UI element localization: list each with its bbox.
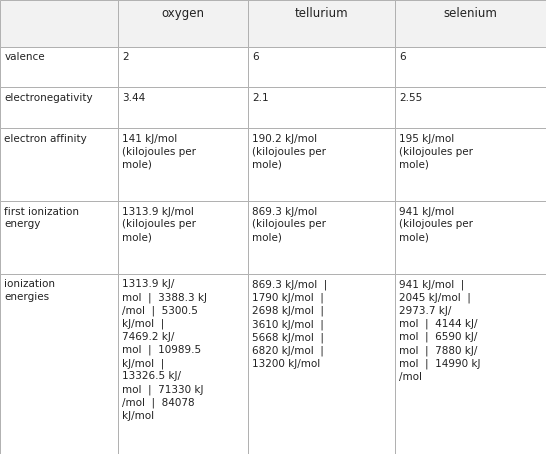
Text: tellurium: tellurium: [294, 7, 348, 20]
Bar: [118, 273, 248, 454]
Bar: [248, 46, 395, 87]
Text: 195 kJ/mol
(kilojoules per
mole): 195 kJ/mol (kilojoules per mole): [399, 134, 473, 169]
Text: 941 kJ/mol
(kilojoules per
mole): 941 kJ/mol (kilojoules per mole): [399, 207, 473, 242]
Bar: [118, 87, 248, 128]
Text: electronegativity: electronegativity: [4, 93, 93, 103]
Text: ionization
energies: ionization energies: [4, 279, 55, 302]
Text: 869.3 kJ/mol
(kilojoules per
mole): 869.3 kJ/mol (kilojoules per mole): [252, 207, 327, 242]
Bar: [248, 0, 395, 46]
Bar: [395, 201, 546, 273]
Text: 6: 6: [399, 52, 406, 62]
Text: valence: valence: [4, 52, 45, 62]
Bar: [248, 87, 395, 128]
Text: 2.1: 2.1: [252, 93, 269, 103]
Text: 141 kJ/mol
(kilojoules per
mole): 141 kJ/mol (kilojoules per mole): [122, 134, 197, 169]
Bar: [395, 46, 546, 87]
Bar: [118, 46, 248, 87]
Text: selenium: selenium: [443, 7, 497, 20]
Bar: [118, 201, 248, 273]
Text: 190.2 kJ/mol
(kilojoules per
mole): 190.2 kJ/mol (kilojoules per mole): [252, 134, 327, 169]
Text: oxygen: oxygen: [162, 7, 204, 20]
Text: 3.44: 3.44: [122, 93, 146, 103]
Bar: [118, 0, 248, 46]
Bar: [395, 0, 546, 46]
Text: first ionization
energy: first ionization energy: [4, 207, 79, 229]
Text: 869.3 kJ/mol  |
1790 kJ/mol  |
2698 kJ/mol  |
3610 kJ/mol  |
5668 kJ/mol  |
6820: 869.3 kJ/mol | 1790 kJ/mol | 2698 kJ/mol…: [252, 279, 328, 369]
Bar: [248, 201, 395, 273]
Bar: [0, 273, 118, 454]
Bar: [0, 0, 118, 46]
Text: 941 kJ/mol  |
2045 kJ/mol  |
2973.7 kJ/
mol  |  4144 kJ/
mol  |  6590 kJ/
mol  |: 941 kJ/mol | 2045 kJ/mol | 2973.7 kJ/ mo…: [399, 279, 480, 382]
Bar: [0, 87, 118, 128]
Bar: [395, 128, 546, 201]
Bar: [118, 128, 248, 201]
Text: 1313.9 kJ/
mol  |  3388.3 kJ
/mol  |  5300.5
kJ/mol  |
7469.2 kJ/
mol  |  10989.: 1313.9 kJ/ mol | 3388.3 kJ /mol | 5300.5…: [122, 279, 207, 421]
Bar: [0, 46, 118, 87]
Bar: [0, 201, 118, 273]
Bar: [248, 273, 395, 454]
Text: electron affinity: electron affinity: [4, 134, 87, 144]
Bar: [0, 128, 118, 201]
Bar: [395, 87, 546, 128]
Bar: [395, 273, 546, 454]
Text: 2.55: 2.55: [399, 93, 423, 103]
Bar: [248, 128, 395, 201]
Text: 1313.9 kJ/mol
(kilojoules per
mole): 1313.9 kJ/mol (kilojoules per mole): [122, 207, 197, 242]
Text: 2: 2: [122, 52, 129, 62]
Text: 6: 6: [252, 52, 259, 62]
